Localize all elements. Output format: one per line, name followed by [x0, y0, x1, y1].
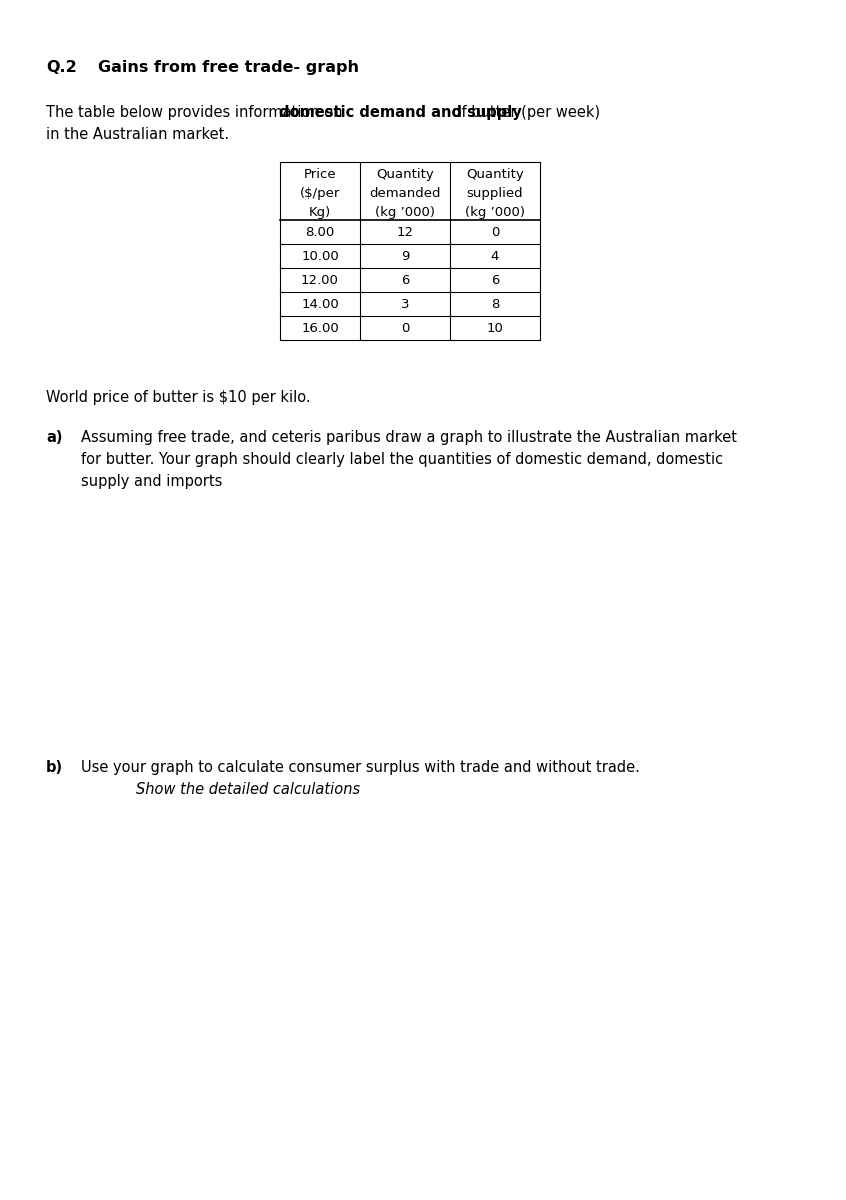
Text: Show the detailed calculations: Show the detailed calculations	[136, 782, 360, 797]
Text: World price of butter is $10 per kilo.: World price of butter is $10 per kilo.	[46, 390, 310, 404]
Text: 12: 12	[397, 226, 414, 239]
Text: Price: Price	[304, 168, 337, 181]
Text: supplied: supplied	[467, 187, 524, 200]
Text: 12.00: 12.00	[301, 274, 339, 287]
Text: 8: 8	[491, 298, 499, 311]
Text: for butter. Your graph should clearly label the quantities of domestic demand, d: for butter. Your graph should clearly la…	[81, 452, 723, 467]
Text: The table below provides information on: The table below provides information on	[46, 104, 347, 120]
Text: 3: 3	[401, 298, 409, 311]
Text: demanded: demanded	[369, 187, 441, 200]
Text: Kg): Kg)	[309, 206, 331, 220]
Text: 14.00: 14.00	[301, 298, 339, 311]
Text: 8.00: 8.00	[305, 226, 335, 239]
Text: 4: 4	[491, 250, 499, 263]
Text: (kg ’000): (kg ’000)	[465, 206, 525, 220]
Text: Assuming free trade, and ceteris paribus draw a graph to illustrate the Australi: Assuming free trade, and ceteris paribus…	[81, 430, 737, 445]
Text: 10.00: 10.00	[301, 250, 339, 263]
Text: 10: 10	[486, 322, 503, 335]
Text: (kg ’000): (kg ’000)	[375, 206, 435, 220]
Text: Gains from free trade- graph: Gains from free trade- graph	[98, 60, 359, 74]
Text: 9: 9	[401, 250, 409, 263]
Text: supply and imports: supply and imports	[81, 474, 222, 490]
Text: Use your graph to calculate consumer surplus with trade and without trade.: Use your graph to calculate consumer sur…	[81, 760, 640, 775]
Text: 0: 0	[401, 322, 409, 335]
Text: Q.2: Q.2	[46, 60, 77, 74]
Text: Quantity: Quantity	[466, 168, 524, 181]
Text: in the Australian market.: in the Australian market.	[46, 127, 229, 142]
Text: 6: 6	[491, 274, 499, 287]
Text: a): a)	[46, 430, 63, 445]
Text: 0: 0	[491, 226, 499, 239]
Text: b): b)	[46, 760, 63, 775]
Text: 16.00: 16.00	[301, 322, 339, 335]
Text: of butter (per week): of butter (per week)	[448, 104, 600, 120]
Text: ($/per: ($/per	[299, 187, 340, 200]
Text: Quantity: Quantity	[376, 168, 434, 181]
Text: 6: 6	[401, 274, 409, 287]
Text: domestic demand and supply: domestic demand and supply	[279, 104, 521, 120]
